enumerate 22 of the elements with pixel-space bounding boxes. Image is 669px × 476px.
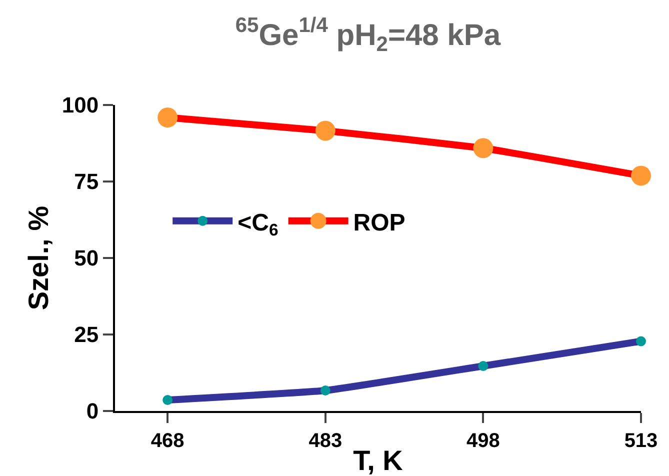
x-tick-label: 483	[308, 430, 342, 452]
x-tick-label: 468	[150, 430, 184, 452]
legend-label: ROP	[353, 209, 406, 236]
point	[631, 166, 651, 186]
point	[315, 120, 336, 141]
point	[162, 394, 173, 405]
point	[636, 336, 646, 346]
x-tick-label: 498	[466, 430, 500, 452]
point	[478, 361, 488, 372]
y-tick-label: 75	[74, 169, 99, 194]
point	[473, 138, 494, 158]
chart-title: $^{65}$Ge$^{1/4}$ pH$_{2}$=48 kPa	[235, 14, 501, 56]
y-tick-label: 25	[74, 322, 99, 348]
legend-label: <C$_{6}$	[238, 209, 278, 240]
y-axis-title: Szel., %	[23, 206, 54, 310]
y-tick-label: 100	[62, 92, 99, 118]
y-tick-label: 50	[74, 246, 99, 271]
point	[320, 386, 330, 396]
x-axis-title: T, K	[353, 445, 403, 476]
x-tick-label: 513	[624, 430, 658, 452]
y-tick-label: 0	[86, 398, 99, 424]
point	[158, 108, 178, 128]
